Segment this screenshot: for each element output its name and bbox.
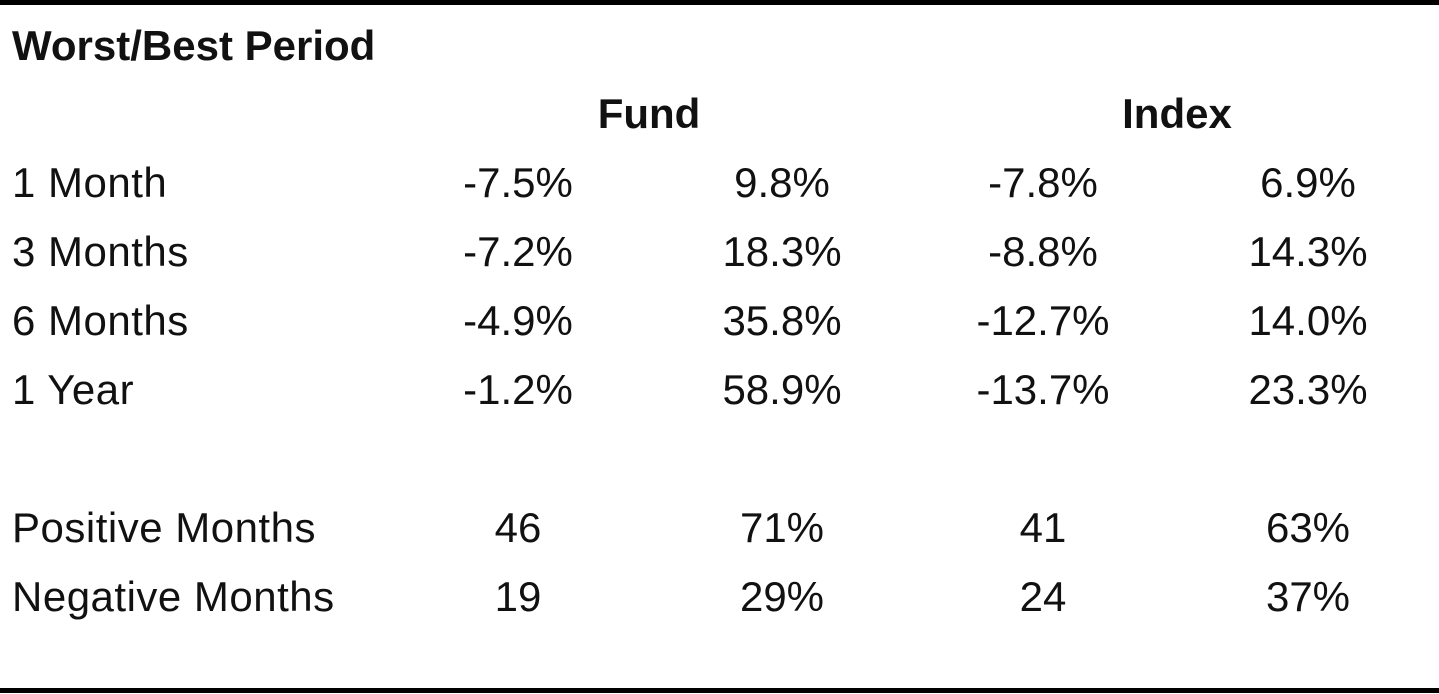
table-title: Worst/Best Period — [12, 22, 376, 69]
index-percent-value: 37% — [1265, 573, 1351, 620]
table-row-negative-months: Negative Months 19 29% 24 37% — [0, 569, 1439, 625]
fund-best-value: 9.8% — [734, 159, 830, 206]
index-percent-value: 63% — [1265, 504, 1351, 551]
row-label: 1 Year — [12, 366, 135, 413]
fund-column-header: Fund — [597, 90, 701, 137]
fund-best-value: 18.3% — [722, 228, 842, 275]
row-label: Negative Months — [12, 573, 335, 620]
row-label: 6 Months — [12, 297, 189, 344]
index-count-value: 24 — [1019, 573, 1067, 620]
fund-best-value: 35.8% — [722, 297, 842, 344]
fund-best-value: 58.9% — [722, 366, 842, 413]
table-row-positive-months: Positive Months 46 71% 41 63% — [0, 500, 1439, 556]
index-best-value: 6.9% — [1260, 159, 1356, 206]
fund-percent-value: 29% — [739, 573, 825, 620]
fund-worst-value: -4.9% — [463, 297, 573, 344]
table-row-6-months: 6 Months -4.9% 35.8% -12.7% 14.0% — [0, 293, 1439, 349]
index-worst-value: -7.8% — [988, 159, 1098, 206]
fund-percent-value: 71% — [739, 504, 825, 551]
index-column-header: Index — [1122, 90, 1232, 137]
fund-count-value: 46 — [494, 504, 542, 551]
fund-worst-value: -7.5% — [463, 159, 573, 206]
index-worst-value: -13.7% — [976, 366, 1110, 413]
index-count-value: 41 — [1019, 504, 1067, 551]
index-best-value: 14.3% — [1248, 228, 1368, 275]
bottom-border-rule — [0, 688, 1439, 693]
index-best-value: 23.3% — [1248, 366, 1368, 413]
fund-worst-value: -7.2% — [463, 228, 573, 275]
index-worst-value: -12.7% — [976, 297, 1110, 344]
table-row-1-year: 1 Year -1.2% 58.9% -13.7% 23.3% — [0, 362, 1439, 418]
row-label: 1 Month — [12, 159, 168, 206]
fund-worst-value: -1.2% — [463, 366, 573, 413]
table-row-3-months: 3 Months -7.2% 18.3% -8.8% 14.3% — [0, 224, 1439, 280]
top-border-rule — [0, 0, 1439, 5]
table-row-1-month: 1 Month -7.5% 9.8% -7.8% 6.9% — [0, 155, 1439, 211]
row-label: Positive Months — [12, 504, 316, 551]
row-label: 3 Months — [12, 228, 189, 275]
fund-count-value: 19 — [494, 573, 542, 620]
index-worst-value: -8.8% — [988, 228, 1098, 275]
index-best-value: 14.0% — [1248, 297, 1368, 344]
